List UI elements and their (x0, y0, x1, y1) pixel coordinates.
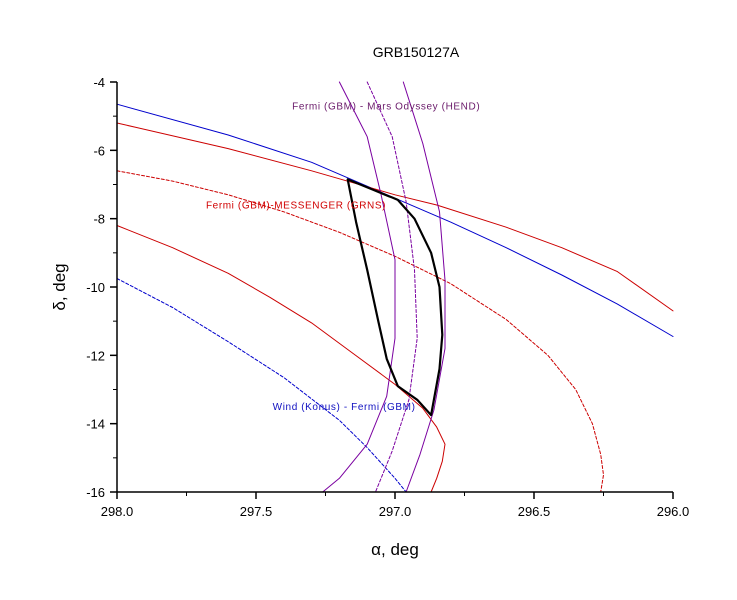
annotation-layer: Fermi (GBM) - Mars Odyssey (HEND) Fermi (… (206, 101, 480, 413)
ticks-layer: 298.0 297.5 297.0 296.5 296.0 -16 -14 -12 -10 -8 -… (86, 75, 689, 519)
x-tick-label: 297.0 (379, 504, 412, 519)
series-line-6 (322, 81, 396, 493)
series-line-2 (116, 122, 674, 312)
series-line-7 (366, 81, 418, 493)
y-tick-label: -14 (86, 417, 105, 432)
series-layer (116, 81, 674, 493)
series-line-9 (346, 178, 444, 417)
y-tick-label: -4 (93, 75, 105, 90)
x-axis-title: α, deg (371, 540, 419, 559)
series-line-1 (116, 103, 674, 337)
series-line-5 (116, 278, 407, 493)
series-line-8 (402, 81, 446, 493)
annotation-label-3: Wind (Konus) - Fermi (GBM) (273, 402, 416, 413)
chart-title: GRB150127A (373, 44, 460, 60)
series-line-3 (116, 170, 604, 493)
y-tick-label: -6 (93, 143, 105, 158)
y-tick-label: -8 (93, 212, 105, 227)
y-tick-label: -10 (86, 280, 105, 295)
y-axis-title: δ, deg (50, 263, 69, 310)
x-tick-label: 296.5 (518, 504, 551, 519)
x-tick-label: 298.0 (101, 504, 134, 519)
y-tick-label: -16 (86, 485, 105, 500)
y-tick-label: -12 (86, 348, 105, 363)
annotation-label-2: Fermi (GBM)-MESSENGER (GRNS) (206, 200, 386, 211)
x-tick-label: 296.0 (657, 504, 690, 519)
x-tick-label: 297.5 (240, 504, 273, 519)
series-line-4 (116, 225, 446, 493)
annotation-label-1: Fermi (GBM) - Mars Odyssey (HEND) (292, 101, 480, 112)
